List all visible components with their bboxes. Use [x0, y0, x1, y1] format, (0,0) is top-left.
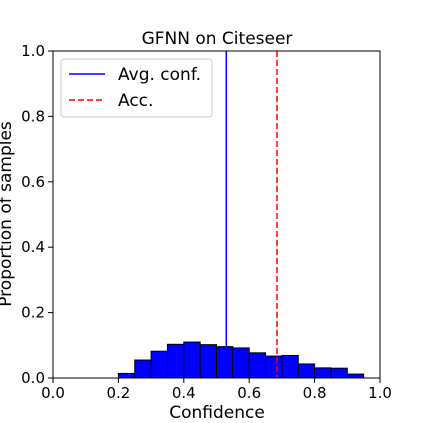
histogram-bar-12: [314, 367, 332, 379]
histogram-bar-8: [248, 352, 267, 379]
reference-lines: [225, 51, 278, 378]
histogram-bar-10: [281, 354, 299, 379]
histogram-bar-14: [346, 373, 365, 379]
x-tick-label-4: 0.8: [303, 384, 327, 402]
histogram-bar-0: [117, 372, 136, 379]
x-tick-label-2: 0.4: [172, 384, 196, 402]
x-tick-label-1: 0.2: [106, 384, 130, 402]
histogram-bar-13: [330, 367, 348, 379]
y-tick-label-0: 0.0: [21, 369, 45, 387]
histogram-bar-5: [199, 344, 217, 379]
y-tick-label-3: 0.6: [21, 173, 45, 191]
y-axis-label: Proportion of samples: [0, 121, 16, 307]
histogram-bar-3: [166, 343, 185, 379]
legend: Avg. conf. Acc.: [60, 58, 213, 118]
histogram-bar-1: [134, 359, 152, 379]
histogram-bar-6: [216, 346, 234, 379]
x-tick-label-3: 0.6: [237, 384, 261, 402]
histogram-bar-4: [183, 341, 201, 379]
y-axis-ticks: 0.0 0.2 0.4 0.6 0.8 1.0: [21, 42, 53, 387]
histogram-bar-2: [150, 350, 168, 379]
y-tick-label-5: 1.0: [21, 42, 45, 60]
histogram-bars: [117, 341, 365, 379]
legend-acc-label: Acc.: [118, 91, 153, 111]
plot-frame: [52, 50, 381, 379]
histogram-bar-11: [297, 363, 316, 379]
histogram-bar-7: [232, 347, 250, 379]
legend-avg-conf-label: Avg. conf.: [118, 65, 201, 85]
x-axis-label: Confidence: [169, 403, 265, 423]
x-axis-ticks: 0.0 0.2 0.4 0.6 0.8 1.0: [41, 378, 392, 402]
x-tick-label-0: 0.0: [41, 384, 65, 402]
x-tick-label-5: 1.0: [368, 384, 392, 402]
histogram-bar-9: [265, 355, 283, 379]
y-tick-label-2: 0.4: [21, 238, 45, 256]
chart-title: GFNN on Citeseer: [142, 29, 293, 49]
y-tick-label-1: 0.2: [21, 304, 45, 322]
y-tick-label-4: 0.8: [21, 107, 45, 125]
